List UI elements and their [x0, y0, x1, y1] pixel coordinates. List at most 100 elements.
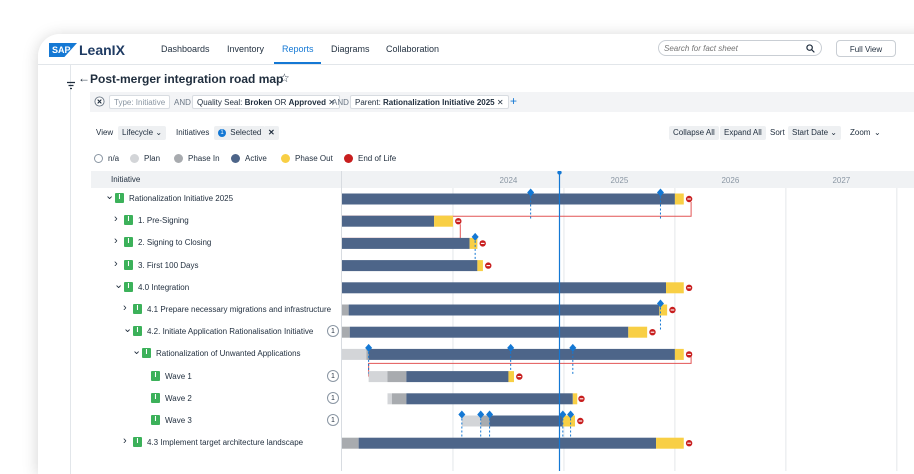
tree-row[interactable]: › I 3. First 100 Days: [91, 255, 341, 277]
initiative-name[interactable]: 2. Signing to Closing: [138, 238, 212, 248]
type-filter-chip[interactable]: Type: Initiative: [109, 95, 171, 109]
quality-seal-filter-chip[interactable]: Quality Seal: Broken OR Approved ✕: [192, 95, 340, 109]
nav-reports[interactable]: Reports: [282, 44, 314, 54]
search-box[interactable]: [658, 40, 822, 56]
view-value: Lifecycle: [122, 128, 154, 137]
lifecycle-bar-phase-in: [480, 415, 490, 427]
remove-chip-icon[interactable]: ✕: [328, 98, 335, 107]
initiative-name[interactable]: 4.0 Integration: [138, 282, 190, 292]
lifecycle-bar-plan: [461, 415, 481, 427]
initiative-name[interactable]: 4.3 Implement target architecture landsc…: [147, 438, 304, 448]
lifecycle-bar-active: [406, 393, 573, 405]
legend-label: Plan: [144, 154, 161, 163]
tree-row[interactable]: › I 4.3 Implement target architecture land…: [91, 432, 341, 454]
full-view-button[interactable]: Full View: [836, 40, 896, 57]
chevron-down-icon[interactable]: ⌄: [874, 128, 881, 137]
initiative-name[interactable]: Rationalization of Unwanted Applications: [156, 349, 301, 359]
initiative-type-badge: I: [124, 215, 133, 226]
chevron-down-icon[interactable]: ⌄: [132, 345, 142, 358]
lifecycle-bar-active: [358, 437, 657, 449]
lifecycle-bar-phase-out: [666, 282, 684, 294]
tree-row[interactable]: I Wave 2 1: [91, 388, 341, 410]
active-tab-indicator: [274, 62, 321, 64]
initiative-name[interactable]: Wave 3: [165, 416, 192, 425]
add-filter-icon[interactable]: +: [510, 94, 518, 108]
legend-swatch: [94, 154, 103, 163]
milestone-diamond: [527, 188, 535, 197]
chevron-right-icon[interactable]: ›: [114, 257, 118, 270]
remove-chip-icon[interactable]: ✕: [496, 98, 504, 107]
tree-row[interactable]: ⌄ I 4.0 Integration: [91, 277, 341, 299]
tree-row[interactable]: ⌄ I Rationalization of Unwanted Applicatio…: [91, 343, 341, 365]
tree-row[interactable]: ⌄ I 4.2. Initiate Application Rationalisat…: [91, 321, 341, 343]
initiative-type-badge: I: [151, 370, 160, 381]
related-count-badge[interactable]: 1: [327, 369, 339, 382]
search-input[interactable]: [664, 42, 799, 54]
brand-logo[interactable]: SAP LeanIX: [49, 42, 125, 58]
initiative-name[interactable]: Wave 2: [165, 393, 192, 403]
chevron-right-icon[interactable]: ›: [123, 435, 127, 448]
chevron-down-icon[interactable]: ⌄: [105, 190, 115, 202]
nav-diagrams[interactable]: Diagrams: [331, 44, 370, 54]
sap-logo: SAP: [49, 43, 77, 57]
legend-label: End of Life: [358, 154, 397, 163]
initiative-name[interactable]: Rationalization Initiative 2025: [129, 194, 234, 203]
back-arrow-icon[interactable]: ←: [78, 71, 90, 85]
chevron-right-icon[interactable]: ›: [114, 235, 118, 248]
related-count-badge[interactable]: 1: [327, 391, 339, 404]
initiative-name[interactable]: 4.2. Initiate Application Rationalisatio…: [147, 327, 314, 337]
nav-inventory[interactable]: Inventory: [227, 44, 265, 54]
tree-row[interactable]: › I 4.1 Prepare necessary migrations and i…: [91, 299, 341, 321]
initiative-name[interactable]: 1. Pre-Signing: [138, 216, 189, 226]
initiative-type-badge: I: [115, 193, 124, 203]
initiative-name[interactable]: 3. First 100 Days: [138, 260, 199, 270]
legend-label: n/a: [108, 154, 120, 163]
clear-filters-icon[interactable]: [94, 96, 105, 107]
clear-selection-icon[interactable]: ✕: [264, 126, 279, 140]
tree-row[interactable]: ⌄ I Rationalization Initiative 2025: [91, 188, 341, 210]
year-tick-label: 2026: [721, 176, 739, 185]
selected-label: Selected: [230, 128, 262, 137]
tree-row[interactable]: I Wave 1 1: [91, 366, 341, 388]
search-icon[interactable]: [806, 44, 815, 53]
chevron-down-icon[interactable]: ⌄: [114, 278, 124, 291]
chevron-right-icon[interactable]: ›: [114, 213, 118, 226]
initiative-tree: ⌄ I Rationalization Initiative 2025 › I 1. Pr…: [91, 188, 341, 474]
expand-all-button[interactable]: Expand All: [720, 126, 766, 140]
lifecycle-bar-active: [406, 371, 509, 383]
tree-row[interactable]: I Wave 3 1: [91, 410, 341, 432]
lifecycle-bar-phase-in: [342, 304, 349, 316]
parent-filter-chip[interactable]: Parent: Rationalization Initiative 2025 …: [350, 95, 509, 109]
nav-dashboards[interactable]: Dashboards: [161, 44, 210, 54]
lifecycle-bar-plan: [342, 348, 367, 360]
lifecycle-bar-phase-out: [508, 371, 514, 383]
related-count-badge[interactable]: 1: [327, 414, 339, 426]
filter-icon[interactable]: [66, 81, 76, 90]
legend-swatch: [344, 154, 353, 163]
left-rail: [38, 65, 75, 474]
chevron-right-icon[interactable]: ›: [123, 302, 127, 314]
initiative-type-badge: I: [124, 259, 133, 270]
initiative-name[interactable]: 4.1 Prepare necessary migrations and inf…: [147, 305, 332, 314]
initiatives-selection[interactable]: 1 Selected: [214, 126, 266, 140]
tree-row[interactable]: › I 1. Pre-Signing: [91, 210, 341, 232]
lifecycle-bar-phase-out: [659, 304, 668, 316]
lifecycle-bar-plan: [368, 371, 388, 383]
selected-count-badge: 1: [218, 128, 226, 137]
collapse-all-button[interactable]: Collapse All: [669, 126, 719, 140]
lifecycle-bar-active: [342, 260, 478, 272]
tree-row[interactable]: › I 2. Signing to Closing: [91, 232, 341, 254]
initiative-type-badge: I: [133, 304, 142, 314]
favorite-star-icon[interactable]: ☆: [279, 71, 290, 85]
timeline-header: [342, 171, 914, 188]
related-count-badge[interactable]: 1: [327, 325, 339, 338]
lifecycle-bar-active: [349, 326, 629, 338]
gantt-chart: 20242025202620272028: [341, 171, 914, 471]
lifecycle-bar-phase-out: [674, 193, 684, 205]
view-select[interactable]: Lifecycle ⌄: [118, 126, 167, 140]
milestone-diamond: [471, 232, 479, 241]
initiative-name[interactable]: Wave 1: [165, 371, 192, 381]
chevron-down-icon[interactable]: ⌄: [123, 323, 133, 336]
sort-select[interactable]: Start Date ⌄: [788, 126, 841, 140]
nav-collaboration[interactable]: Collaboration: [386, 44, 440, 54]
